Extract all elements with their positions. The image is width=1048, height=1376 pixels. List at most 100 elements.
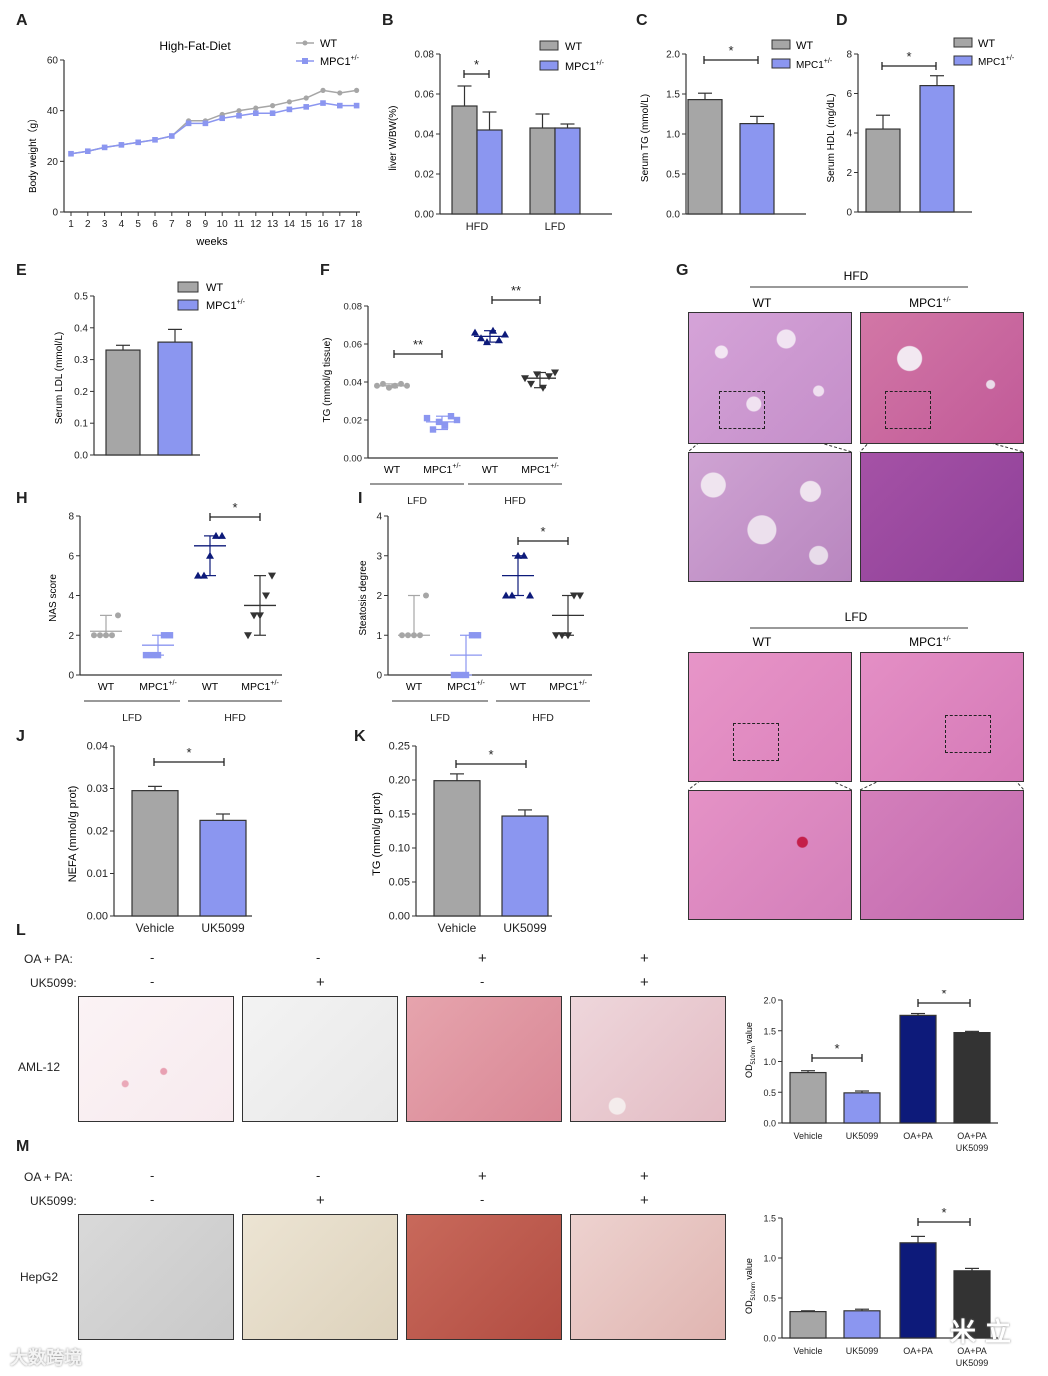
series-a-wt-point: [253, 105, 259, 111]
l-cell-label: AML-12: [18, 1060, 61, 1074]
chart-e-ytick-label: 0.2: [74, 387, 88, 398]
chart-d-ytick-label: 4: [846, 129, 852, 140]
chart-b-sig-label: *: [474, 57, 479, 72]
series-a-mpc1-point: [85, 148, 91, 154]
chart-c-ytick-label: 0.0: [666, 210, 680, 221]
m-row1-1: -: [150, 1168, 155, 1183]
series-a-mpc1-point: [353, 102, 360, 109]
bar-b-2: [529, 127, 556, 215]
chart-f-xtick-label: MPC1+/-: [423, 463, 461, 476]
chart-f-xtick-label: MPC1+/-: [521, 463, 559, 476]
series-a-0-line: [70, 89, 357, 155]
legend-b-wt: WT: [565, 41, 582, 53]
chart-i-ytick-label: 4: [376, 512, 382, 523]
chart-f-point: [495, 336, 503, 344]
chart-i-ytick-label: 1: [376, 631, 382, 642]
chart-c-legend: WT MPC1+/-: [771, 39, 833, 71]
chart-f-xtick-label: WT: [384, 464, 401, 476]
legend-e-wt: WT: [206, 282, 223, 294]
chart-a-xtick-label: 7: [169, 219, 175, 230]
chart-e-serum-ldl: Serum LDL (mmol/L) 0.0 0.1 0.2 0.3 0.4 0.5 WT…: [54, 281, 246, 462]
chart-e-ytick-label: 0.0: [74, 451, 88, 462]
chart-i-point: [526, 591, 534, 599]
bar-m-2: [899, 1242, 937, 1339]
chart-h-ylabel: NAS score: [48, 574, 59, 622]
chart-h-ytick-label: 0: [68, 671, 74, 682]
legend-e-mpc1: MPC1+/-: [206, 299, 246, 312]
chart-a-ytick-label: 0: [52, 208, 58, 219]
chart-i-point: [576, 592, 584, 600]
chart-h-point: [142, 651, 150, 659]
chart-m-ytick-label: 0.0: [763, 1334, 776, 1344]
panel-letter-c: C: [636, 12, 648, 29]
l-row2-4: +: [640, 974, 649, 991]
l-row2-label: UK5099:: [30, 976, 77, 990]
chart-j-nefa: NEFA (mmol/g prot) 0.00 0.01 0.02 0.03 0.04 V…: [67, 741, 252, 935]
chart-i-group-label: HFD: [532, 712, 554, 724]
micro-hfd-mpc1-zoom: [860, 452, 1024, 582]
micro-aml12-1: [78, 996, 234, 1122]
chart-h-point: [262, 592, 270, 600]
micro-hepg2-4: [570, 1214, 726, 1340]
chart-a-xtick-label: 9: [203, 219, 209, 230]
chart-l-ytick-label: 1.5: [763, 1026, 776, 1036]
chart-h-xtick-label: MPC1+/-: [241, 680, 279, 693]
chart-c-ytick-label: 2.0: [666, 50, 680, 61]
chart-h-nas-score: NAS score 0 2 4 6 8 WT MPC1+/- WT MPC1+/- LFD HFD *: [48, 500, 282, 724]
chart-f-point: [441, 422, 449, 429]
bar-k-0: [433, 780, 481, 917]
micro-lfd-mpc1-zoom: [860, 790, 1024, 920]
chart-d-ytick-label: 8: [846, 50, 852, 61]
chart-j-xtick-label: UK5099: [201, 921, 245, 935]
bar-e-1: [157, 341, 193, 456]
chart-a-xtick-label: 16: [317, 219, 329, 230]
micro-lfd-mpc1: [860, 652, 1024, 782]
chart-j-ylabel: NEFA (mmol/g prot): [67, 786, 79, 883]
chart-d-ytick-label: 6: [846, 89, 852, 100]
chart-i-point: [552, 632, 560, 640]
chart-a-ytick-label: 40: [47, 106, 59, 117]
chart-f-point: [423, 414, 431, 422]
m-row2-4: +: [640, 1192, 649, 1209]
chart-a-title: High-Fat-Diet: [159, 39, 231, 53]
chart-a-series: [68, 87, 360, 157]
series-a-wt-point: [303, 95, 309, 101]
micro-lfd-wt: [688, 652, 852, 782]
chart-b-ytick-label: 0.04: [415, 130, 435, 141]
chart-f-ytick-label: 0.02: [344, 416, 363, 427]
chart-d-sig-label: *: [906, 49, 911, 64]
chart-j-sig-label: *: [186, 745, 191, 760]
bar-b-0: [451, 105, 478, 215]
legend-c-wt: WT: [796, 40, 813, 52]
hfd-wt-label: WT: [753, 296, 772, 310]
chart-e-ytick-label: 0.5: [74, 292, 88, 303]
chart-m-ytick-label: 1.0: [763, 1254, 776, 1264]
legend-c-mpc1: MPC1+/-: [796, 58, 833, 71]
chart-b-ytick-label: 0.06: [415, 90, 435, 101]
micro-hepg2-2: [242, 1214, 398, 1340]
chart-l-ytick-label: 2.0: [763, 996, 776, 1006]
chart-j-ytick-label: 0.03: [87, 783, 108, 795]
chart-e-ytick-label: 0.1: [74, 419, 88, 430]
chart-a-xtick-label: 2: [85, 219, 91, 230]
chart-f-point: [429, 426, 437, 433]
chart-k-ytick-label: 0.10: [389, 843, 410, 855]
chart-h-point: [268, 572, 276, 580]
bar-k-1: [501, 815, 549, 917]
series-a-wt-point: [286, 99, 292, 105]
chart-a-xlabel: weeks: [195, 236, 228, 248]
legend-d-mpc1: MPC1+/-: [978, 55, 1015, 68]
chart-h-point: [250, 612, 258, 620]
panel-letter-l: L: [16, 922, 26, 939]
chart-h-ytick-label: 6: [68, 551, 74, 562]
series-a-mpc1-point: [68, 150, 74, 157]
panel-letter-k: K: [354, 728, 366, 745]
chart-k-ytick-label: 0.15: [389, 809, 410, 821]
chart-h-point: [166, 632, 174, 639]
chart-i-steatosis: Steatosis degree 0 1 2 3 4 WT MPC1+/- WT MPC1+/-…: [358, 512, 592, 724]
chart-h-point: [218, 531, 226, 539]
chart-i-xtick-label: MPC1+/-: [447, 680, 485, 693]
chart-a-xtick-label: 3: [102, 219, 108, 230]
chart-h-ytick-label: 2: [68, 631, 74, 642]
micro-lfd-wt-zoom: [688, 790, 852, 920]
